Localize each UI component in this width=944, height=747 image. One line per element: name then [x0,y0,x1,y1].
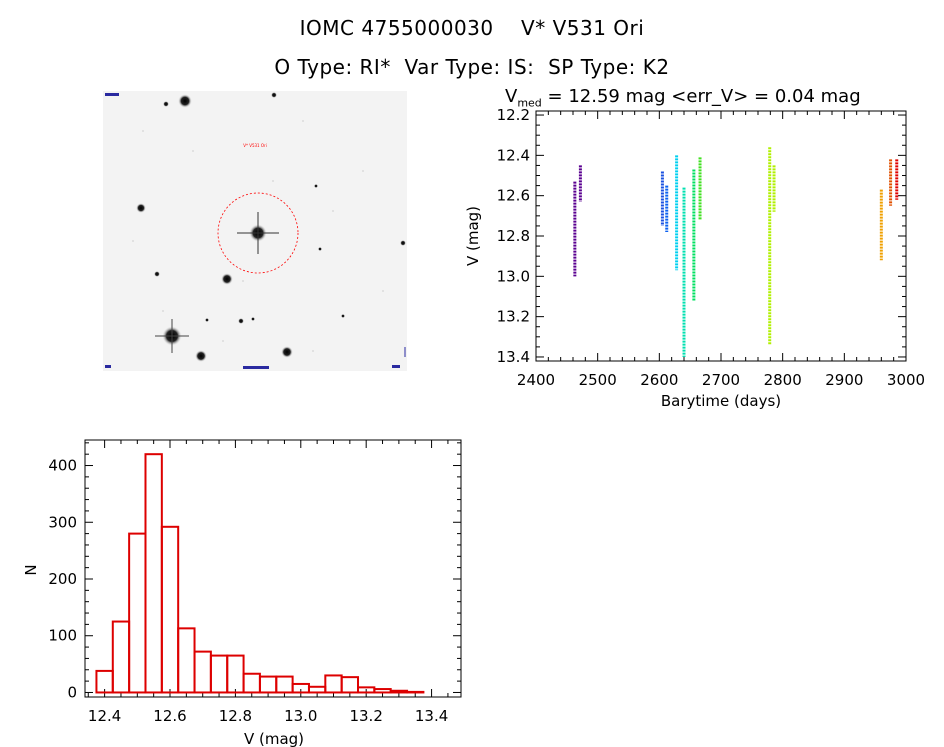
histogram-chart: 12.4 12.6 12.8 13.0 13.2 13.4 0 100 200 300 400 V … [22,439,462,747]
lightcurve-frame [535,110,907,362]
hist-xtick-label: 12.6 [153,707,186,725]
lightcurve-xlabel: Barytime (days) [661,392,781,410]
target-label: V* V531 Ori [243,143,267,148]
histogram-axes: 12.4 12.6 12.8 13.0 13.2 13.4 0 100 200 300 400 [48,440,461,725]
hist-bar [209,654,229,694]
lightcurve-title-sub: med [517,96,542,110]
lc-xtick-label: 2700 [702,371,740,389]
star-type-subtitle: O Type: RI* Var Type: IS: SP Type: K2 [274,55,670,79]
lightcurve-title-rest: = 12.59 mag <err_V> = 0.04 mag [541,86,861,107]
hist-ytick-label: 200 [48,570,77,588]
hist-bar [340,676,360,694]
hist-xtick-label: 13.0 [284,707,317,725]
hist-xtick-label: 13.4 [415,707,448,725]
hist-bar [177,627,196,694]
hist-ytick-label: 400 [48,457,77,475]
lc-xtick-label: 2600 [640,371,678,389]
histogram-bars [95,453,425,694]
histogram-xlabel: V (mag) [244,730,304,747]
target-circle [217,192,299,274]
lc-ytick-label: 13.2 [497,308,530,326]
field-stars [136,92,406,362]
lc-xtick-label: 2800 [764,371,802,389]
histogram-frame [84,439,462,698]
sky-finder-image: V* V531 Ori [103,91,407,371]
hist-bar [111,620,131,694]
hist-bar [193,650,212,694]
lc-ytick-label: 13.0 [497,267,530,285]
lc-ytick-label: 12.2 [497,106,530,124]
hist-bar [128,532,147,694]
hist-bar [373,688,392,694]
hist-xtick-label: 12.8 [219,707,252,725]
hist-bar [324,674,343,694]
lc-ytick-label: 12.4 [497,146,530,164]
hist-bar [242,672,261,694]
star-id-title: IOMC 4755000030 V* V531 Ori [299,16,645,40]
hist-ytick-label: 100 [48,627,77,645]
lc-xtick-label: 2400 [517,371,555,389]
lc-ytick-label: 12.8 [497,227,530,245]
histogram-ylabel: N [22,564,40,575]
hist-bar [160,525,180,694]
lc-xtick-label: 3000 [887,371,925,389]
hist-xtick-label: 12.4 [88,707,121,725]
sky-scale-bar [243,366,269,369]
hist-bar [406,690,425,694]
hist-bar [226,654,245,694]
sky-corner-mark-br [392,365,400,368]
lc-ytick-label: 12.6 [497,187,530,205]
target-star [237,212,279,254]
lc-ytick-label: 13.4 [497,348,530,366]
sky-corner-mark-tl [105,93,119,96]
hist-bar [389,689,409,694]
lightcurve-ylabel: V (mag) [464,206,482,266]
lc-xtick-label: 2900 [825,371,863,389]
lightcurve-title-v: V [505,86,518,107]
lightcurve-axes: 2400 2500 2600 2700 2800 2900 3000 12.2 12.4 12.6… [497,106,926,389]
hist-bar [258,675,278,694]
lightcurve-chart: 2400 2500 2600 2700 2800 2900 3000 12.2 12.4 12.6… [464,106,926,410]
lightcurve-title: Vmed = 12.59 mag <err_V> = 0.04 mag [505,86,861,110]
hist-xtick-label: 13.2 [349,707,382,725]
lc-xtick-label: 2500 [579,371,617,389]
lightcurve-points [573,147,899,357]
hist-bar [275,675,294,694]
hist-bar [144,453,163,694]
hist-ytick-label: 300 [48,513,77,531]
hist-bar [307,685,327,694]
hist-ytick-label: 0 [67,683,77,701]
sky-corner-mark-bl [105,365,111,368]
